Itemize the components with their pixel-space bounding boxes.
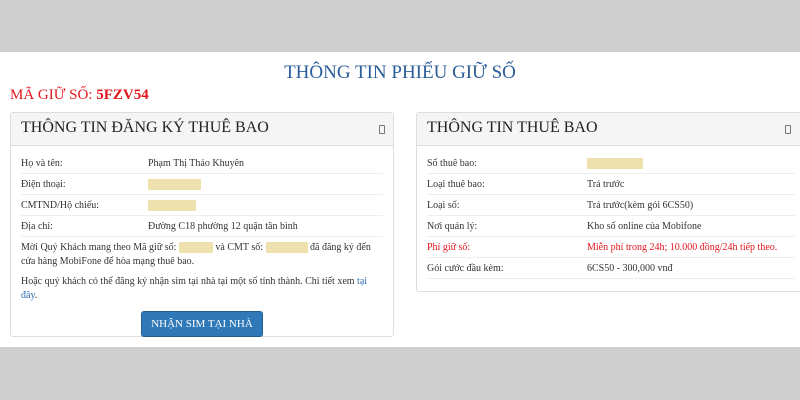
home-sim-button[interactable]: NHẬN SIM TẠI NHÀ [141, 311, 263, 337]
info-row: Nơi quản lý: Kho số online của Mobifone [427, 216, 795, 237]
info-row: Loại thuê bao: Trả trước [427, 174, 795, 195]
info-row: Điện thoại: [21, 174, 383, 195]
row-label: Họ và tên: [21, 157, 63, 169]
info-row: Số thuê bao: [427, 153, 795, 174]
panel-header: THÔNG TIN ĐĂNG KÝ THUÊ BAO [11, 113, 393, 146]
panel-title: THÔNG TIN THUÊ BAO [427, 119, 598, 136]
row-value: Trả trước(kèm gói 6CS50) [587, 199, 694, 211]
hold-code-label: MÃ GIỮ SỐ: [10, 87, 93, 103]
page: THÔNG TIN PHIẾU GIỮ SỐ MÃ GIỮ SỐ: 5FZV54… [0, 52, 800, 347]
row-value: Kho số online của Mobifone [587, 220, 702, 232]
info-row: CMTND/Hộ chiếu: [21, 195, 383, 216]
redacted-number [587, 157, 643, 169]
info-row: Loại số: Trả trước(kèm gói 6CS50) [427, 195, 795, 216]
collapse-icon[interactable] [379, 125, 385, 134]
hold-code-value: 5FZV54 [96, 87, 149, 103]
panel-header: THÔNG TIN THUÊ BAO [417, 113, 800, 146]
row-label: Nơi quản lý: [427, 220, 478, 232]
row-label: Phí giữ số: [427, 241, 471, 253]
subscriber-panel: THÔNG TIN THUÊ BAO Số thuê bao: Loại thu… [416, 112, 800, 292]
row-label: Địa chỉ: [21, 220, 53, 232]
info-row: Gói cước đầu kèm: 6CS50 - 300,000 vnđ [427, 258, 795, 279]
row-label: Loại thuê bao: [427, 178, 485, 190]
registration-panel: THÔNG TIN ĐĂNG KÝ THUÊ BAO Họ và tên: Phạ… [10, 112, 394, 337]
page-title: THÔNG TIN PHIẾU GIỮ SỐ [284, 62, 516, 83]
row-value: Trả trước [587, 178, 625, 190]
row-label: Loại số: [427, 199, 460, 211]
panel-title: THÔNG TIN ĐĂNG KÝ THUÊ BAO [21, 119, 269, 136]
info-row: Họ và tên: Phạm Thị Thảo Khuyên [21, 153, 383, 174]
row-label: Gói cước đầu kèm: [427, 262, 504, 274]
redacted-phone [148, 178, 201, 190]
collapse-icon[interactable] [785, 125, 791, 134]
row-label: CMTND/Hộ chiếu: [21, 199, 100, 211]
row-label: Điện thoại: [21, 178, 66, 190]
row-value: Phạm Thị Thảo Khuyên [148, 157, 245, 169]
fee-row: Phí giữ số: Miễn phí trong 24h; 10.000 đồ… [427, 237, 795, 258]
row-value: Miễn phí trong 24h; 10.000 đồng/24h tiếp… [587, 241, 778, 253]
info-row: Địa chỉ: Đường C18 phường 12 quận tân bìn… [21, 216, 383, 237]
row-label: Số thuê bao: [427, 157, 477, 169]
redacted-id [148, 199, 196, 211]
home-delivery-text: Hoặc quý khách có thể đăng ký nhận sim t… [21, 276, 368, 301]
hold-code: MÃ GIỮ SỐ: 5FZV54 [10, 87, 149, 104]
row-value: Đường C18 phường 12 quận tân bình [148, 220, 298, 232]
details-link[interactable]: tại đây [21, 276, 368, 301]
row-value: 6CS50 - 300,000 vnđ [587, 262, 673, 274]
instruction-text: Mời Quý Khách mang theo Mã giữ số: và CM… [21, 242, 371, 267]
